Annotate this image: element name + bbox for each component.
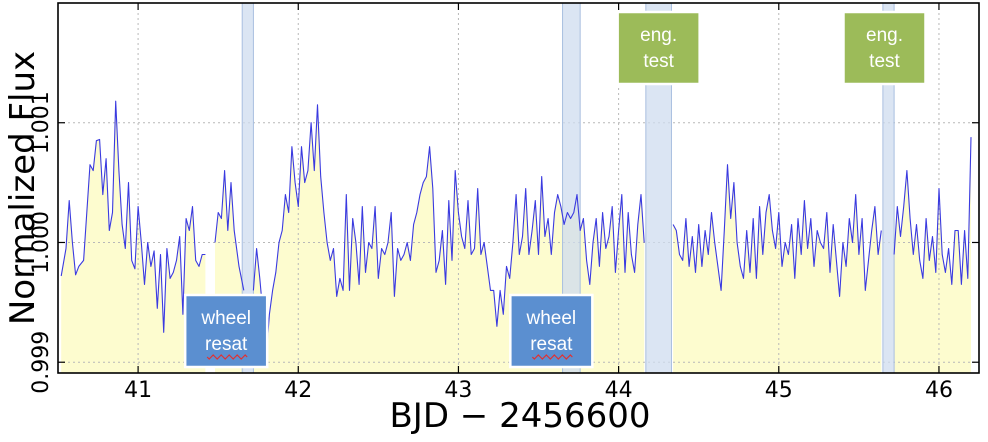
x-tick-label: 45	[765, 378, 793, 403]
y-tick-label: 0.999	[29, 331, 54, 394]
y-tick-label: 1.001	[29, 91, 54, 154]
eng-annotation-4: eng. test	[842, 10, 927, 86]
annotation-box	[842, 10, 927, 86]
x-tick-label: 43	[444, 378, 472, 403]
annotation-label: resat	[530, 334, 573, 355]
flux-fill-segment-4	[673, 164, 882, 373]
annotation-label: eng.	[640, 25, 677, 46]
annotation-label: test	[643, 51, 674, 72]
x-tick-label: 41	[124, 378, 152, 403]
annotation-label: test	[869, 51, 900, 72]
annotation-label: wheel	[200, 308, 251, 329]
annotation-box	[509, 293, 594, 369]
flux-fill-segment-5	[894, 137, 971, 373]
y-axis-title: Normalized Flux	[3, 51, 43, 325]
x-tick-label: 42	[284, 378, 312, 403]
wheel-annotation-1: wheel resat	[183, 293, 269, 369]
wheel-annotation-2: wheel resat	[509, 293, 594, 369]
annotation-label: resat	[205, 334, 248, 355]
plot-frame	[57, 2, 980, 374]
spellcheck-underline	[206, 354, 248, 360]
flux-line-segment-4	[672, 164, 882, 297]
x-axis-title: BJD − 2456600	[389, 396, 650, 436]
annotation-box	[183, 293, 269, 369]
annotation-label: wheel	[526, 308, 577, 329]
flux-fill-segment-1	[61, 101, 206, 373]
annotation-box	[616, 10, 701, 86]
eng-annotation-3: eng. test	[616, 10, 701, 86]
x-tick-label: 46	[925, 378, 953, 403]
flux-line-segment-3	[252, 104, 645, 357]
annotation-label: eng.	[866, 25, 903, 46]
y-tick-label: 1.000	[29, 211, 54, 274]
flux-line-segment-1	[60, 100, 206, 333]
flux-line-segment-2	[214, 170, 245, 291]
flux-line-segment-5	[893, 137, 972, 285]
x-tick-label: 44	[605, 378, 633, 403]
spellcheck-underline	[531, 354, 573, 360]
